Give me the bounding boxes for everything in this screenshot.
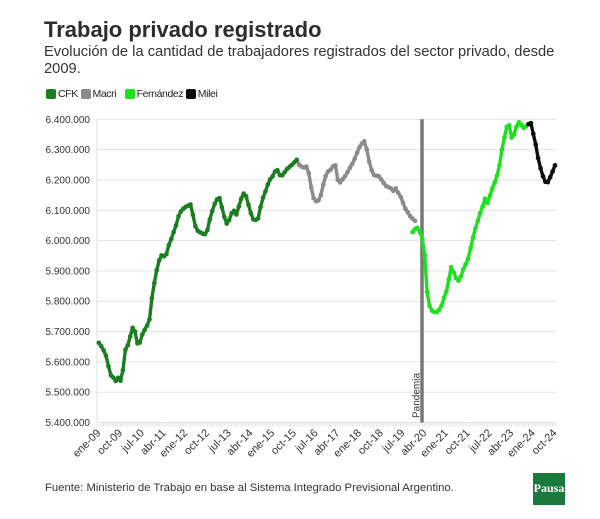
svg-text:oct-21: oct-21	[443, 427, 473, 457]
svg-text:6.000.000: 6.000.000	[46, 236, 91, 247]
svg-text:oct-09: oct-09	[95, 427, 125, 457]
svg-text:Pandemia: Pandemia	[412, 373, 423, 418]
svg-text:6.400.000: 6.400.000	[46, 115, 91, 126]
svg-text:oct-24: oct-24	[530, 427, 560, 457]
svg-text:5.600.000: 5.600.000	[46, 357, 91, 368]
svg-text:5.400.000: 5.400.000	[46, 418, 91, 429]
svg-text:5.800.000: 5.800.000	[46, 297, 91, 308]
svg-text:6.300.000: 6.300.000	[46, 145, 91, 156]
svg-text:ene-09: ene-09	[71, 427, 104, 460]
svg-text:oct-15: oct-15	[269, 427, 299, 457]
svg-text:oct-12: oct-12	[182, 427, 212, 457]
svg-text:6.100.000: 6.100.000	[46, 206, 91, 217]
svg-text:6.200.000: 6.200.000	[46, 175, 91, 186]
svg-text:5.700.000: 5.700.000	[46, 327, 91, 338]
svg-text:5.500.000: 5.500.000	[46, 388, 91, 399]
svg-text:5.900.000: 5.900.000	[46, 266, 91, 277]
svg-text:oct-18: oct-18	[356, 427, 386, 457]
